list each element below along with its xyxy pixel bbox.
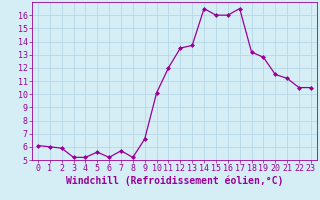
- X-axis label: Windchill (Refroidissement éolien,°C): Windchill (Refroidissement éolien,°C): [66, 176, 283, 186]
